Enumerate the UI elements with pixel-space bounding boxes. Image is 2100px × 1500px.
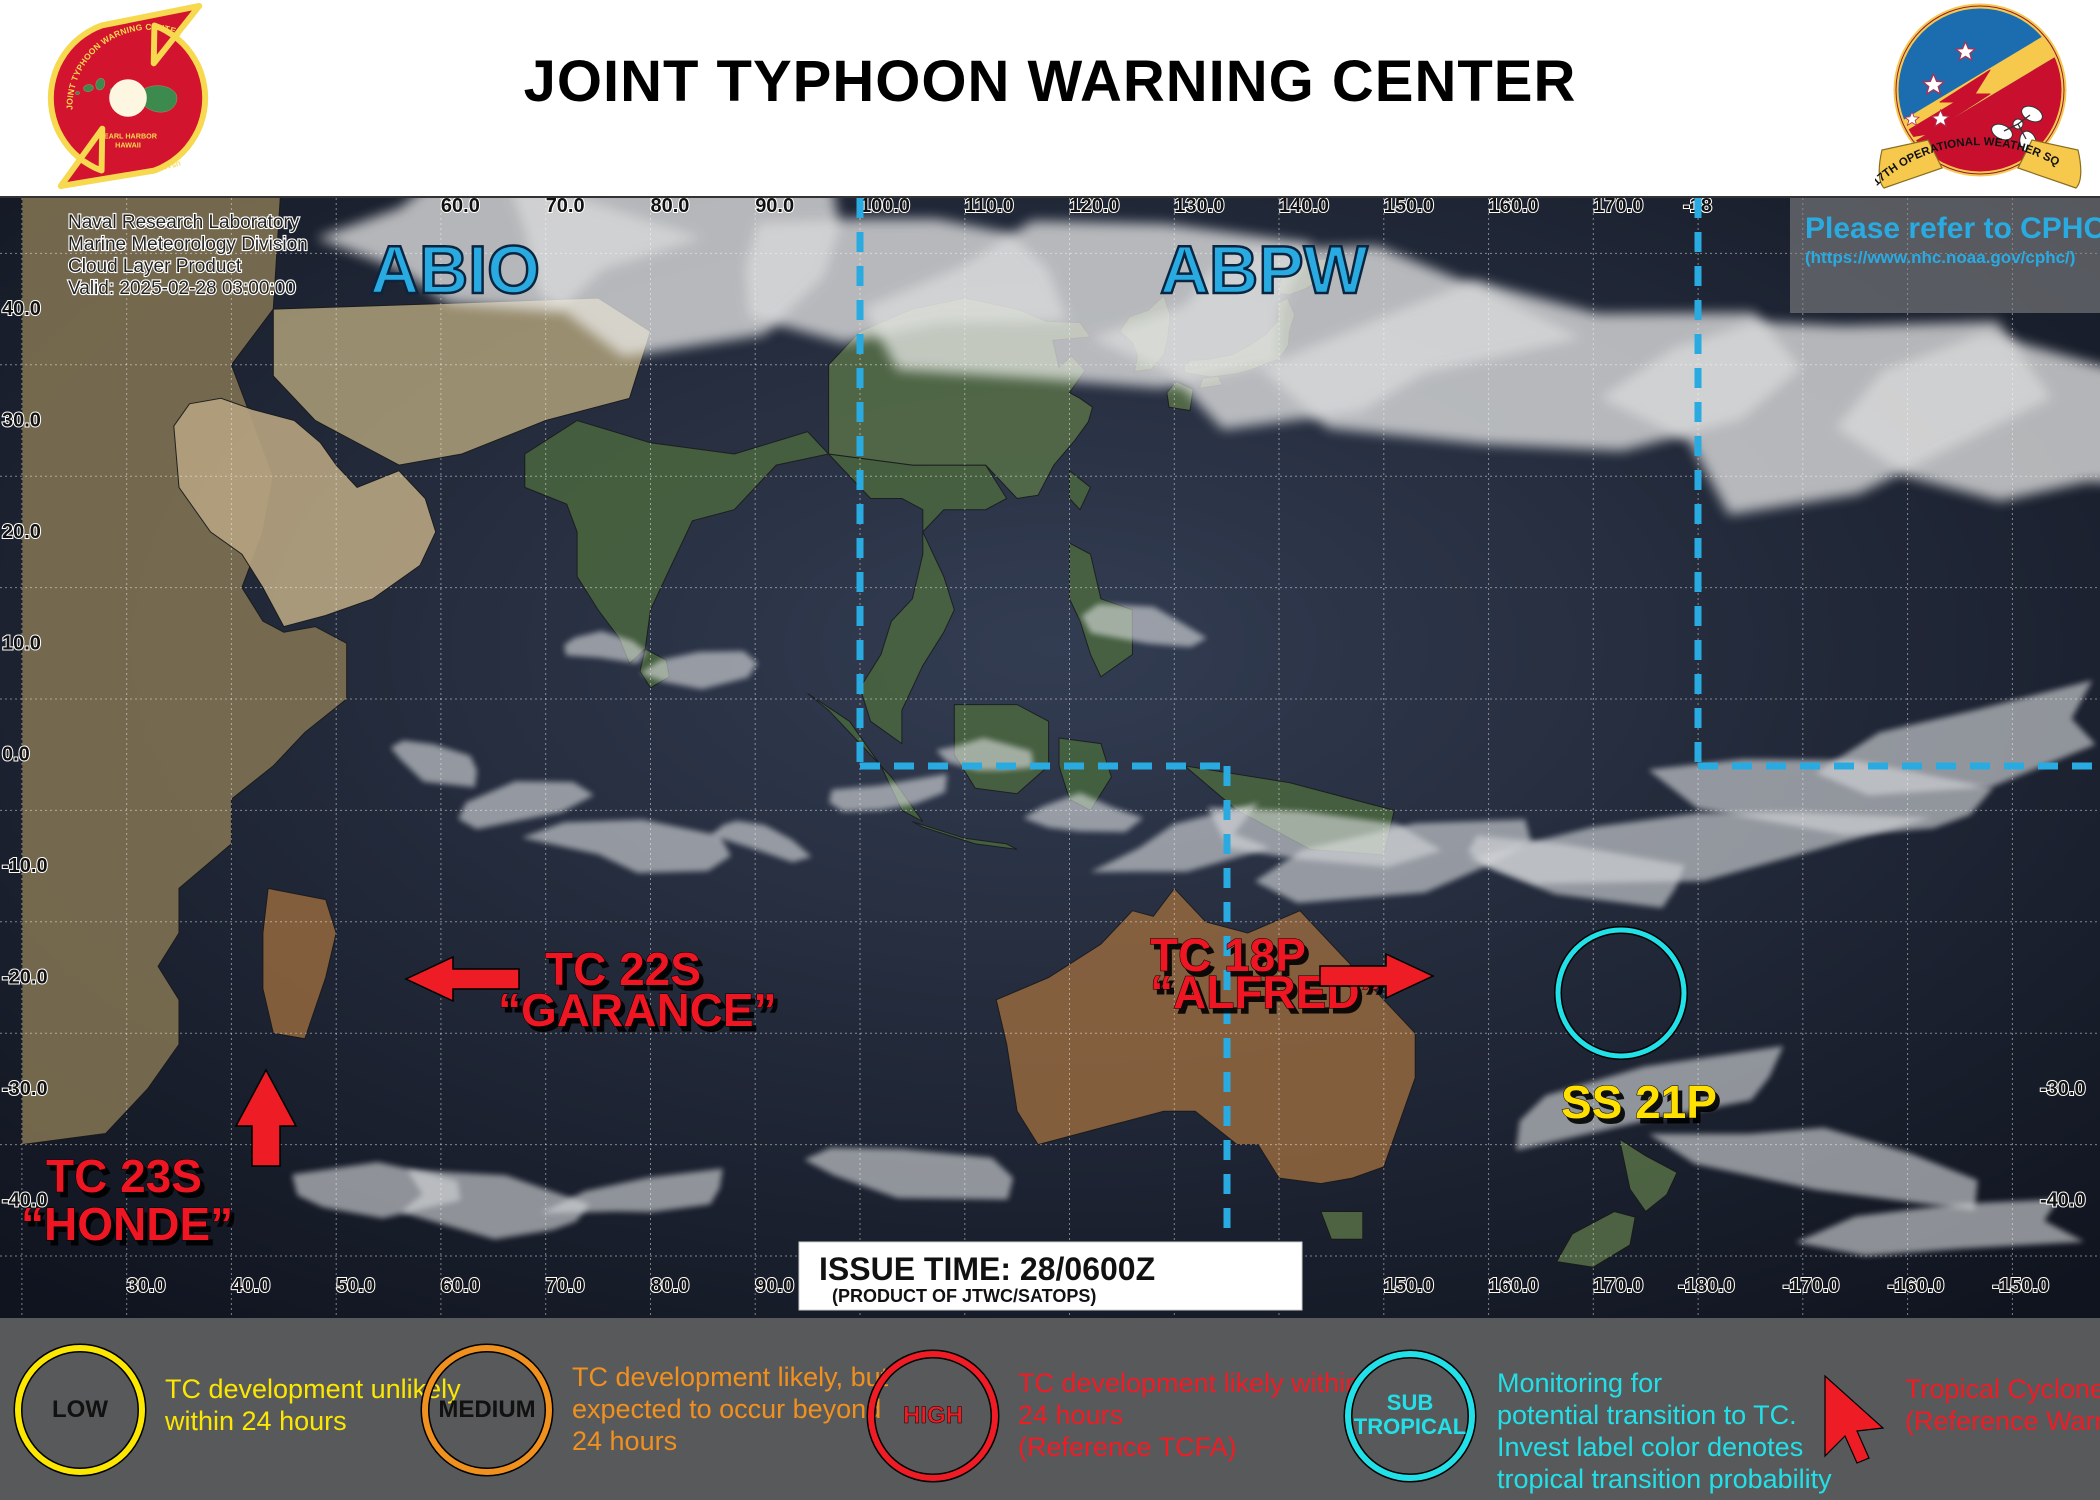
svg-text:80.0: 80.0: [651, 198, 690, 217]
svg-text:120.0: 120.0: [1070, 198, 1120, 217]
svg-text:TC development likely, but: TC development likely, but: [572, 1362, 889, 1392]
svg-text:ABIO: ABIO: [370, 232, 540, 308]
svg-text:“HONDE”: “HONDE”: [21, 1198, 233, 1250]
svg-text:90.0: 90.0: [755, 198, 794, 217]
svg-text:SUB: SUB: [1387, 1390, 1433, 1415]
svg-text:20.0: 20.0: [2, 521, 41, 543]
svg-text:24 hours: 24 hours: [572, 1426, 677, 1456]
svg-text:“GARANCE”: “GARANCE”: [498, 984, 777, 1036]
svg-text:Cloud Layer Product: Cloud Layer Product: [68, 256, 242, 277]
svg-text:160.0: 160.0: [1489, 1275, 1539, 1297]
svg-text:Please refer to CPHC: Please refer to CPHC: [1805, 212, 2100, 245]
svg-text:-30.0: -30.0: [2040, 1078, 2086, 1100]
svg-text:PEARL HARBOR: PEARL HARBOR: [99, 132, 158, 141]
svg-text:150.0: 150.0: [1384, 1275, 1434, 1297]
svg-text:-160.0: -160.0: [1888, 1275, 1945, 1297]
svg-text:(PRODUCT OF JTWC/SATOPS): (PRODUCT OF JTWC/SATOPS): [832, 1286, 1096, 1306]
svg-text:potential transition to TC.: potential transition to TC.: [1497, 1400, 1797, 1430]
svg-text:MEDIUM: MEDIUM: [438, 1396, 535, 1423]
svg-text:-20.0: -20.0: [2, 967, 48, 989]
svg-text:10.0: 10.0: [2, 632, 41, 654]
svg-text:170.0: 170.0: [1593, 1275, 1643, 1297]
svg-text:-170.0: -170.0: [1783, 1275, 1840, 1297]
svg-text:TC development unlikely: TC development unlikely: [165, 1374, 461, 1404]
svg-text:within 24 hours: within 24 hours: [164, 1406, 347, 1436]
svg-text:HIGH: HIGH: [903, 1402, 963, 1429]
svg-text:30.0: 30.0: [2, 410, 41, 432]
svg-text:0.0: 0.0: [2, 744, 30, 766]
svg-text:110.0: 110.0: [965, 198, 1014, 217]
svg-text:170.0: 170.0: [1593, 198, 1643, 217]
svg-text:HAWAII: HAWAII: [115, 140, 141, 149]
svg-text:TC development likely within: TC development likely within: [1018, 1368, 1360, 1398]
svg-text:80.0: 80.0: [651, 1275, 690, 1297]
svg-text:(https://www.nhc.noaa.gov/cphc: (https://www.nhc.noaa.gov/cphc/): [1805, 248, 2075, 267]
svg-text:40.0: 40.0: [231, 1275, 270, 1297]
svg-text:tropical transition probabili: tropical transition probability: [1497, 1464, 1832, 1494]
svg-text:70.0: 70.0: [546, 1275, 585, 1297]
svg-text:SS 21P: SS 21P: [1561, 1076, 1717, 1128]
svg-text:(Reference TCFA): (Reference TCFA): [1018, 1432, 1237, 1462]
svg-text:Valid: 2025-02-28 03:00:00: Valid: 2025-02-28 03:00:00: [68, 278, 296, 299]
svg-text:expected to occur beyond: expected to occur beyond: [572, 1394, 881, 1424]
svg-text:(Reference Warning): (Reference Warning): [1905, 1406, 2100, 1436]
svg-text:40.0: 40.0: [2, 298, 41, 320]
svg-text:70.0: 70.0: [546, 198, 585, 217]
svg-text:150.0: 150.0: [1384, 198, 1434, 217]
svg-text:60.0: 60.0: [441, 1275, 480, 1297]
svg-text:60.0: 60.0: [441, 198, 480, 217]
svg-text:TROPICAL: TROPICAL: [1354, 1414, 1466, 1439]
svg-text:50.0: 50.0: [336, 1275, 375, 1297]
svg-text:24 hours: 24 hours: [1018, 1400, 1123, 1430]
svg-text:90.0: 90.0: [755, 1275, 794, 1297]
svg-text:140.0: 140.0: [1279, 198, 1329, 217]
svg-text:ABPW: ABPW: [1160, 232, 1369, 308]
svg-text:-30.0: -30.0: [2, 1078, 48, 1100]
svg-text:160.0: 160.0: [1489, 198, 1539, 217]
svg-text:LOW: LOW: [52, 1396, 108, 1423]
svg-text:30.0: 30.0: [127, 1275, 166, 1297]
svg-text:Invest label color denotes: Invest label color denotes: [1497, 1432, 1803, 1462]
svg-text:100.0: 100.0: [860, 198, 910, 217]
svg-text:Tropical Cyclone: Tropical Cyclone: [1905, 1374, 2100, 1404]
svg-text:ISSUE TIME: 28/0600Z: ISSUE TIME: 28/0600Z: [819, 1251, 1155, 1287]
svg-text:-180.0: -180.0: [1678, 1275, 1735, 1297]
svg-text:Marine Meteorology Division: Marine Meteorology Division: [68, 234, 308, 255]
svg-text:-10.0: -10.0: [2, 855, 48, 877]
svg-text:-150.0: -150.0: [1992, 1275, 2049, 1297]
svg-text:Naval Research Laboratory: Naval Research Laboratory: [68, 212, 300, 233]
svg-text:-40.0: -40.0: [2040, 1189, 2086, 1211]
svg-text:Monitoring for: Monitoring for: [1497, 1368, 1662, 1398]
svg-text:TC 23S: TC 23S: [46, 1150, 202, 1202]
svg-text:130.0: 130.0: [1174, 198, 1224, 217]
